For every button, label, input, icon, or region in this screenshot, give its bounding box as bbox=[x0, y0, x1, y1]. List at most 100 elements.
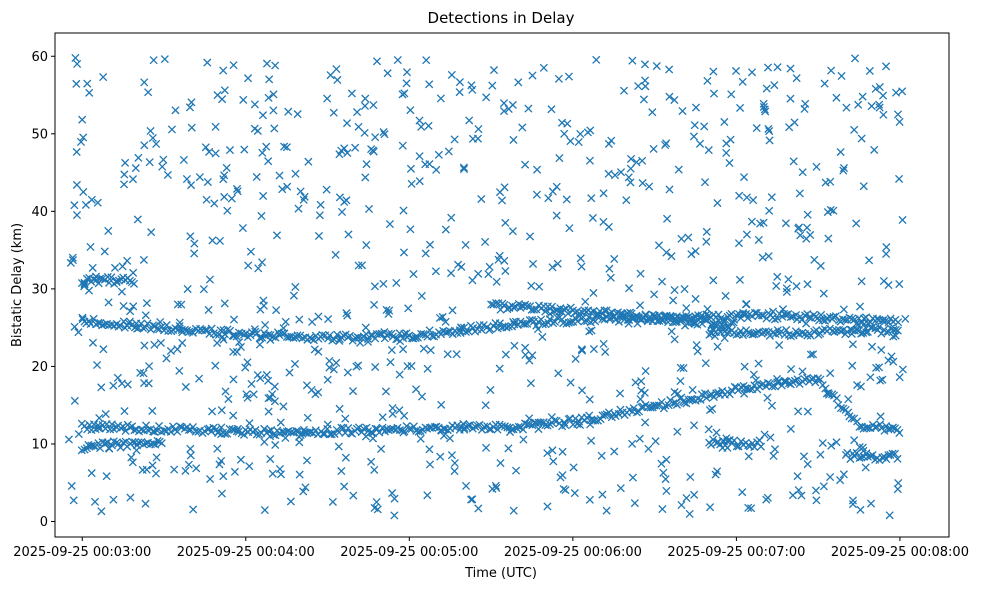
data-point bbox=[86, 242, 95, 252]
y-tick-label: 40 bbox=[31, 205, 48, 220]
data-point bbox=[466, 420, 475, 430]
data-point bbox=[689, 132, 698, 141]
data-point bbox=[415, 116, 424, 125]
data-point bbox=[879, 316, 888, 325]
data-point bbox=[635, 434, 644, 443]
data-point bbox=[114, 276, 123, 285]
data-point bbox=[268, 469, 277, 478]
data-point bbox=[283, 182, 292, 191]
data-point bbox=[337, 423, 346, 432]
data-point bbox=[521, 160, 530, 169]
data-point bbox=[680, 398, 689, 407]
data-point bbox=[314, 347, 323, 356]
data-point bbox=[254, 264, 263, 273]
data-point bbox=[575, 417, 584, 426]
data-point bbox=[461, 481, 471, 491]
data-point bbox=[183, 284, 192, 294]
data-point bbox=[605, 264, 614, 273]
data-point bbox=[362, 241, 371, 250]
data-point bbox=[255, 340, 264, 349]
data-point bbox=[246, 247, 255, 256]
data-point bbox=[342, 119, 352, 128]
data-point bbox=[751, 376, 760, 385]
data-point bbox=[282, 143, 291, 152]
data-point bbox=[797, 491, 806, 500]
data-point bbox=[253, 126, 262, 135]
data-point bbox=[187, 98, 196, 107]
data-point bbox=[417, 392, 427, 401]
data-point bbox=[635, 301, 645, 310]
data-point bbox=[318, 330, 327, 339]
data-point bbox=[362, 160, 371, 169]
data-point bbox=[552, 306, 562, 315]
data-point bbox=[370, 465, 379, 474]
data-point bbox=[850, 436, 859, 445]
data-point bbox=[872, 363, 881, 372]
data-point bbox=[560, 129, 569, 138]
data-point bbox=[277, 329, 286, 338]
data-point bbox=[409, 270, 418, 279]
data-point bbox=[764, 252, 773, 261]
data-point bbox=[104, 298, 113, 307]
data-point bbox=[821, 384, 830, 393]
data-point bbox=[561, 421, 570, 430]
data-point bbox=[213, 444, 222, 453]
data-point bbox=[691, 247, 700, 256]
data-point bbox=[370, 282, 380, 291]
data-point bbox=[77, 446, 86, 455]
data-point bbox=[340, 482, 349, 491]
data-point bbox=[281, 317, 290, 326]
data-point bbox=[749, 196, 758, 205]
data-point bbox=[280, 428, 289, 437]
data-point bbox=[425, 445, 434, 454]
data-point bbox=[782, 287, 791, 297]
data-point bbox=[129, 302, 138, 311]
data-point bbox=[895, 174, 904, 183]
data-point bbox=[548, 263, 557, 272]
data-point bbox=[495, 319, 504, 328]
data-point bbox=[460, 423, 469, 432]
data-point bbox=[790, 118, 799, 127]
data-point bbox=[538, 332, 547, 342]
data-point bbox=[244, 261, 253, 270]
data-point bbox=[136, 368, 145, 377]
data-point bbox=[220, 330, 229, 339]
data-point bbox=[299, 487, 308, 496]
data-point bbox=[260, 506, 269, 515]
data-point bbox=[166, 346, 175, 356]
data-point bbox=[867, 342, 877, 351]
data-point bbox=[141, 311, 150, 320]
data-point bbox=[752, 124, 761, 133]
data-point bbox=[224, 394, 233, 404]
data-point bbox=[371, 133, 380, 142]
data-point bbox=[690, 490, 699, 499]
data-point bbox=[878, 91, 888, 100]
data-point bbox=[767, 401, 777, 410]
data-point bbox=[293, 110, 302, 119]
data-point bbox=[202, 195, 211, 204]
data-point bbox=[528, 259, 538, 268]
data-point bbox=[826, 369, 835, 378]
data-point bbox=[536, 418, 545, 427]
data-point bbox=[160, 55, 169, 64]
data-point bbox=[812, 162, 821, 171]
data-point bbox=[272, 306, 281, 315]
data-point bbox=[234, 328, 244, 337]
data-point bbox=[503, 423, 512, 432]
data-point bbox=[459, 163, 468, 172]
data-point bbox=[211, 122, 220, 131]
data-point bbox=[576, 254, 585, 263]
data-point bbox=[764, 124, 773, 133]
data-point bbox=[323, 94, 332, 103]
data-point bbox=[638, 179, 647, 188]
data-point bbox=[481, 401, 490, 410]
y-tick-label: 0 bbox=[40, 515, 48, 530]
data-point bbox=[450, 467, 459, 476]
data-point bbox=[78, 313, 87, 322]
data-point bbox=[893, 454, 902, 463]
data-point bbox=[875, 100, 884, 109]
data-point bbox=[344, 230, 353, 239]
data-point bbox=[602, 506, 611, 515]
data-point bbox=[414, 427, 423, 436]
data-point bbox=[181, 466, 190, 475]
